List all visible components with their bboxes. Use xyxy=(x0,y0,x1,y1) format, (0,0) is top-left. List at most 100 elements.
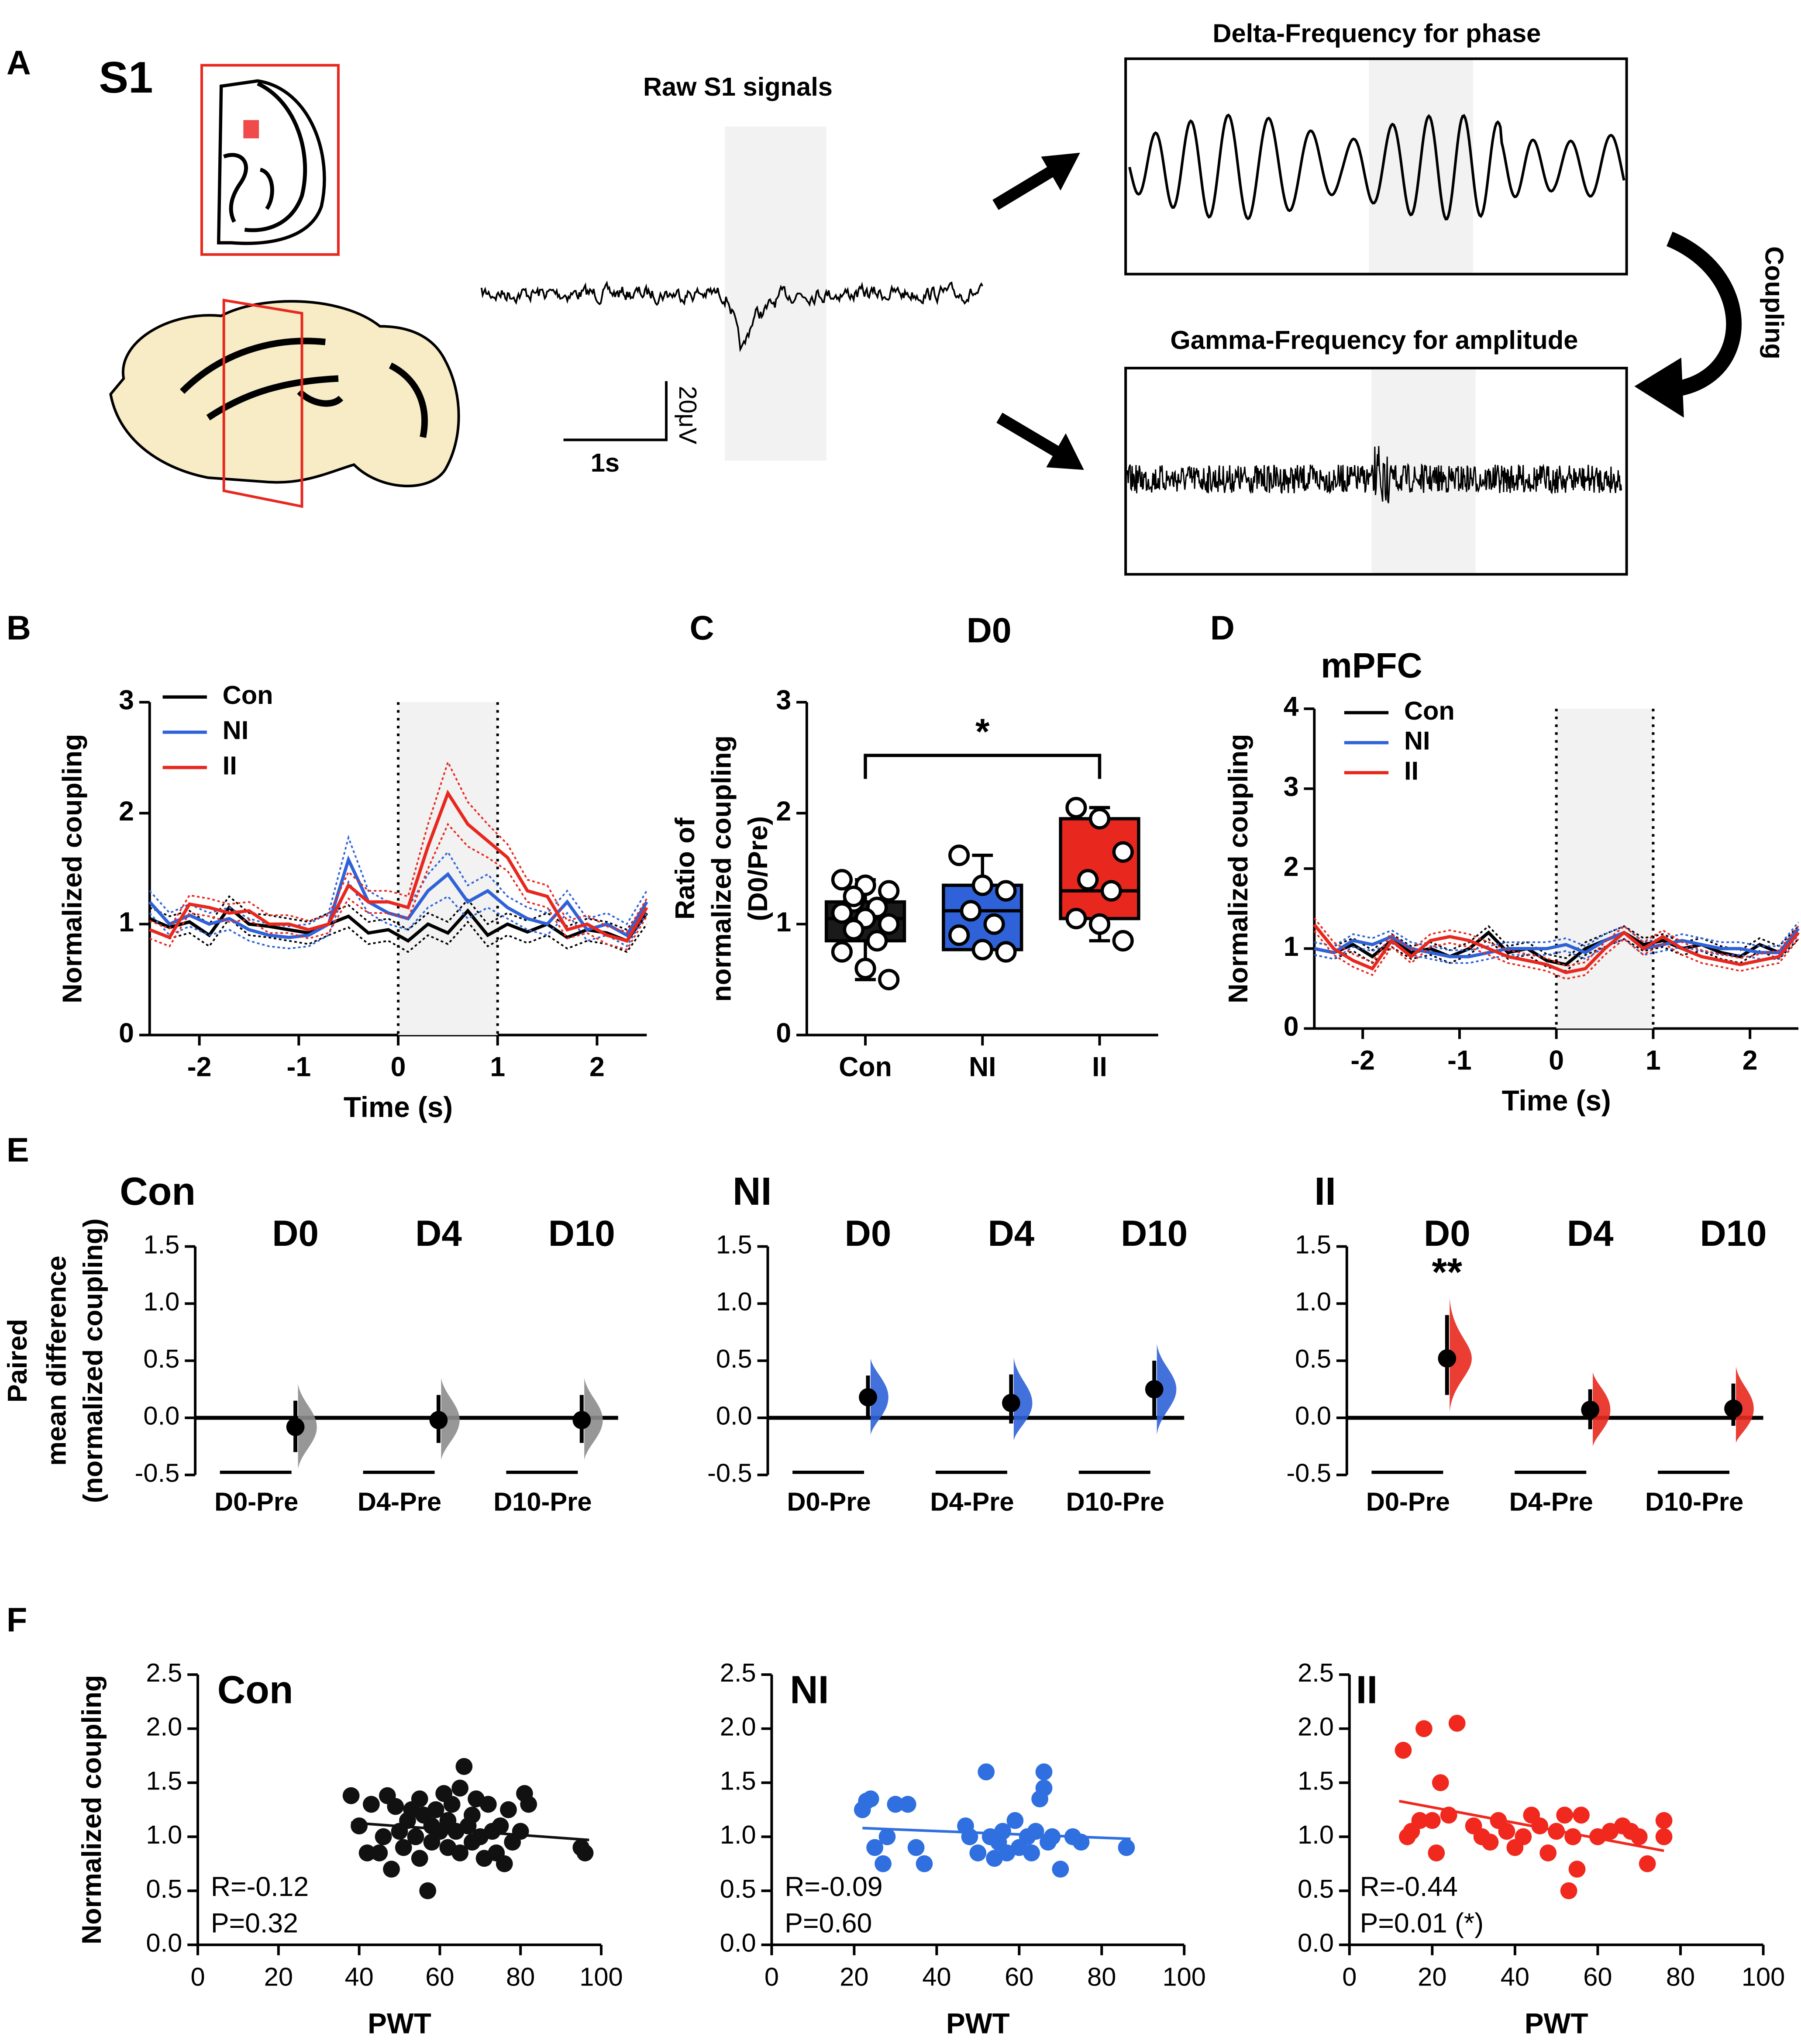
x-tick-label: II xyxy=(1092,1052,1107,1082)
raw-trace xyxy=(480,280,983,352)
bootstrap-distribution xyxy=(1736,1366,1754,1443)
chart-title: NI xyxy=(733,1169,771,1213)
x-tick-label: NI xyxy=(969,1052,996,1082)
data-point xyxy=(1448,1715,1466,1732)
y-tick-label: 0.5 xyxy=(720,1874,756,1903)
data-point xyxy=(1035,1763,1053,1781)
x-tick-label: 20 xyxy=(840,1962,868,1991)
data-point xyxy=(1639,1855,1656,1872)
mean-difference xyxy=(429,1411,448,1430)
mean-difference xyxy=(286,1417,305,1436)
data-point xyxy=(1077,869,1099,891)
legend-label: NI xyxy=(1404,726,1430,755)
data-point xyxy=(878,1828,896,1845)
x-axis-label: Time (s) xyxy=(344,1091,453,1123)
x-tick-label: D4-Pre xyxy=(358,1487,441,1516)
data-point xyxy=(1415,1720,1433,1737)
y-tick-label: 0 xyxy=(1284,1011,1299,1042)
bootstrap-distribution xyxy=(441,1378,460,1460)
stat-label: P=0.32 xyxy=(211,1908,298,1938)
data-point xyxy=(407,1828,424,1845)
y-axis-label: Normalized coupling xyxy=(57,734,88,1003)
data-point xyxy=(960,900,982,922)
data-point xyxy=(479,1796,497,1813)
y-tick-label: 2 xyxy=(1284,851,1299,882)
delta-box xyxy=(1124,57,1628,276)
x-tick-label: 1 xyxy=(1646,1045,1661,1076)
group-label: D4 xyxy=(988,1213,1035,1254)
coupling-label: Coupling xyxy=(1760,246,1789,359)
panel-label: F xyxy=(7,1601,27,1639)
data-point xyxy=(831,902,853,924)
chart-title: Con xyxy=(120,1169,196,1213)
group-label: D4 xyxy=(415,1213,462,1254)
regression-line xyxy=(351,1821,589,1841)
x-tick-label: D0-Pre xyxy=(214,1487,298,1516)
data-point xyxy=(443,1796,461,1813)
x-tick-label: Con xyxy=(839,1052,892,1082)
scale-bar xyxy=(563,381,668,441)
y-tick-label: 1.0 xyxy=(146,1820,182,1849)
x-tick-label: 100 xyxy=(579,1962,623,1991)
series-line xyxy=(1313,924,1800,975)
data-point xyxy=(971,939,993,961)
chart-title: D0 xyxy=(967,611,1012,650)
data-point xyxy=(948,924,970,946)
significance-bracket xyxy=(864,754,1102,779)
series-line xyxy=(1314,927,1800,958)
data-point xyxy=(1432,1774,1449,1792)
data-point xyxy=(887,1796,904,1813)
stat-label: R=-0.44 xyxy=(1360,1872,1458,1902)
y-tick-label: 1.5 xyxy=(1298,1766,1334,1795)
x-tick-label: 60 xyxy=(425,1962,454,1991)
data-point xyxy=(907,1839,925,1856)
data-point xyxy=(983,913,1005,935)
data-point xyxy=(1411,1812,1429,1829)
data-point xyxy=(342,1787,360,1804)
region-label: S1 xyxy=(99,52,153,102)
y-tick-label: -0.5 xyxy=(1286,1458,1331,1487)
group-label: D10 xyxy=(1700,1213,1767,1254)
data-point xyxy=(978,1763,995,1781)
mean-difference xyxy=(1002,1394,1020,1412)
panel-label: D xyxy=(1210,609,1235,647)
y-tick-label: 3 xyxy=(776,685,791,716)
data-point xyxy=(427,1801,444,1818)
data-point xyxy=(451,1844,468,1861)
scale-time: 1s xyxy=(591,448,620,477)
data-point xyxy=(866,1839,884,1856)
delta-trace xyxy=(1128,113,1625,221)
data-point xyxy=(1118,1839,1135,1856)
mean-difference xyxy=(1145,1380,1164,1399)
data-point xyxy=(1065,907,1087,930)
x-tick-label: 60 xyxy=(1583,1962,1612,1991)
stat-label: P=0.01 (*) xyxy=(1360,1908,1484,1938)
sagittal-detail xyxy=(180,338,428,438)
error-band xyxy=(149,895,647,931)
error-band xyxy=(1314,921,1799,951)
y-tick-label: 0 xyxy=(119,1018,134,1048)
legend-label: II xyxy=(1404,756,1419,785)
y-axis-label: Normalized coupling xyxy=(76,1675,107,1944)
arrow xyxy=(992,165,1057,210)
chart-title: mPFC xyxy=(1321,646,1422,686)
data-point xyxy=(576,1844,594,1861)
data-point xyxy=(395,1839,412,1856)
gamma-trace xyxy=(1126,446,1622,503)
stim-shade xyxy=(725,126,826,461)
data-point xyxy=(916,1855,933,1872)
y-tick-label: 0.0 xyxy=(146,1928,182,1958)
data-point xyxy=(411,1790,428,1808)
data-point xyxy=(1655,1812,1673,1829)
y-tick-label: 2.0 xyxy=(720,1712,756,1741)
mean-difference xyxy=(859,1388,877,1406)
mean-difference xyxy=(572,1411,591,1430)
x-tick-label: 60 xyxy=(1005,1962,1033,1991)
y-tick-label: 1.0 xyxy=(1295,1287,1331,1316)
y-axis-label: (normalized coupling) xyxy=(78,1218,108,1503)
y-tick-label: 2.5 xyxy=(146,1658,182,1687)
y-tick-label: 1 xyxy=(776,907,791,938)
series-line xyxy=(149,789,648,943)
panel-label: A xyxy=(7,44,31,82)
